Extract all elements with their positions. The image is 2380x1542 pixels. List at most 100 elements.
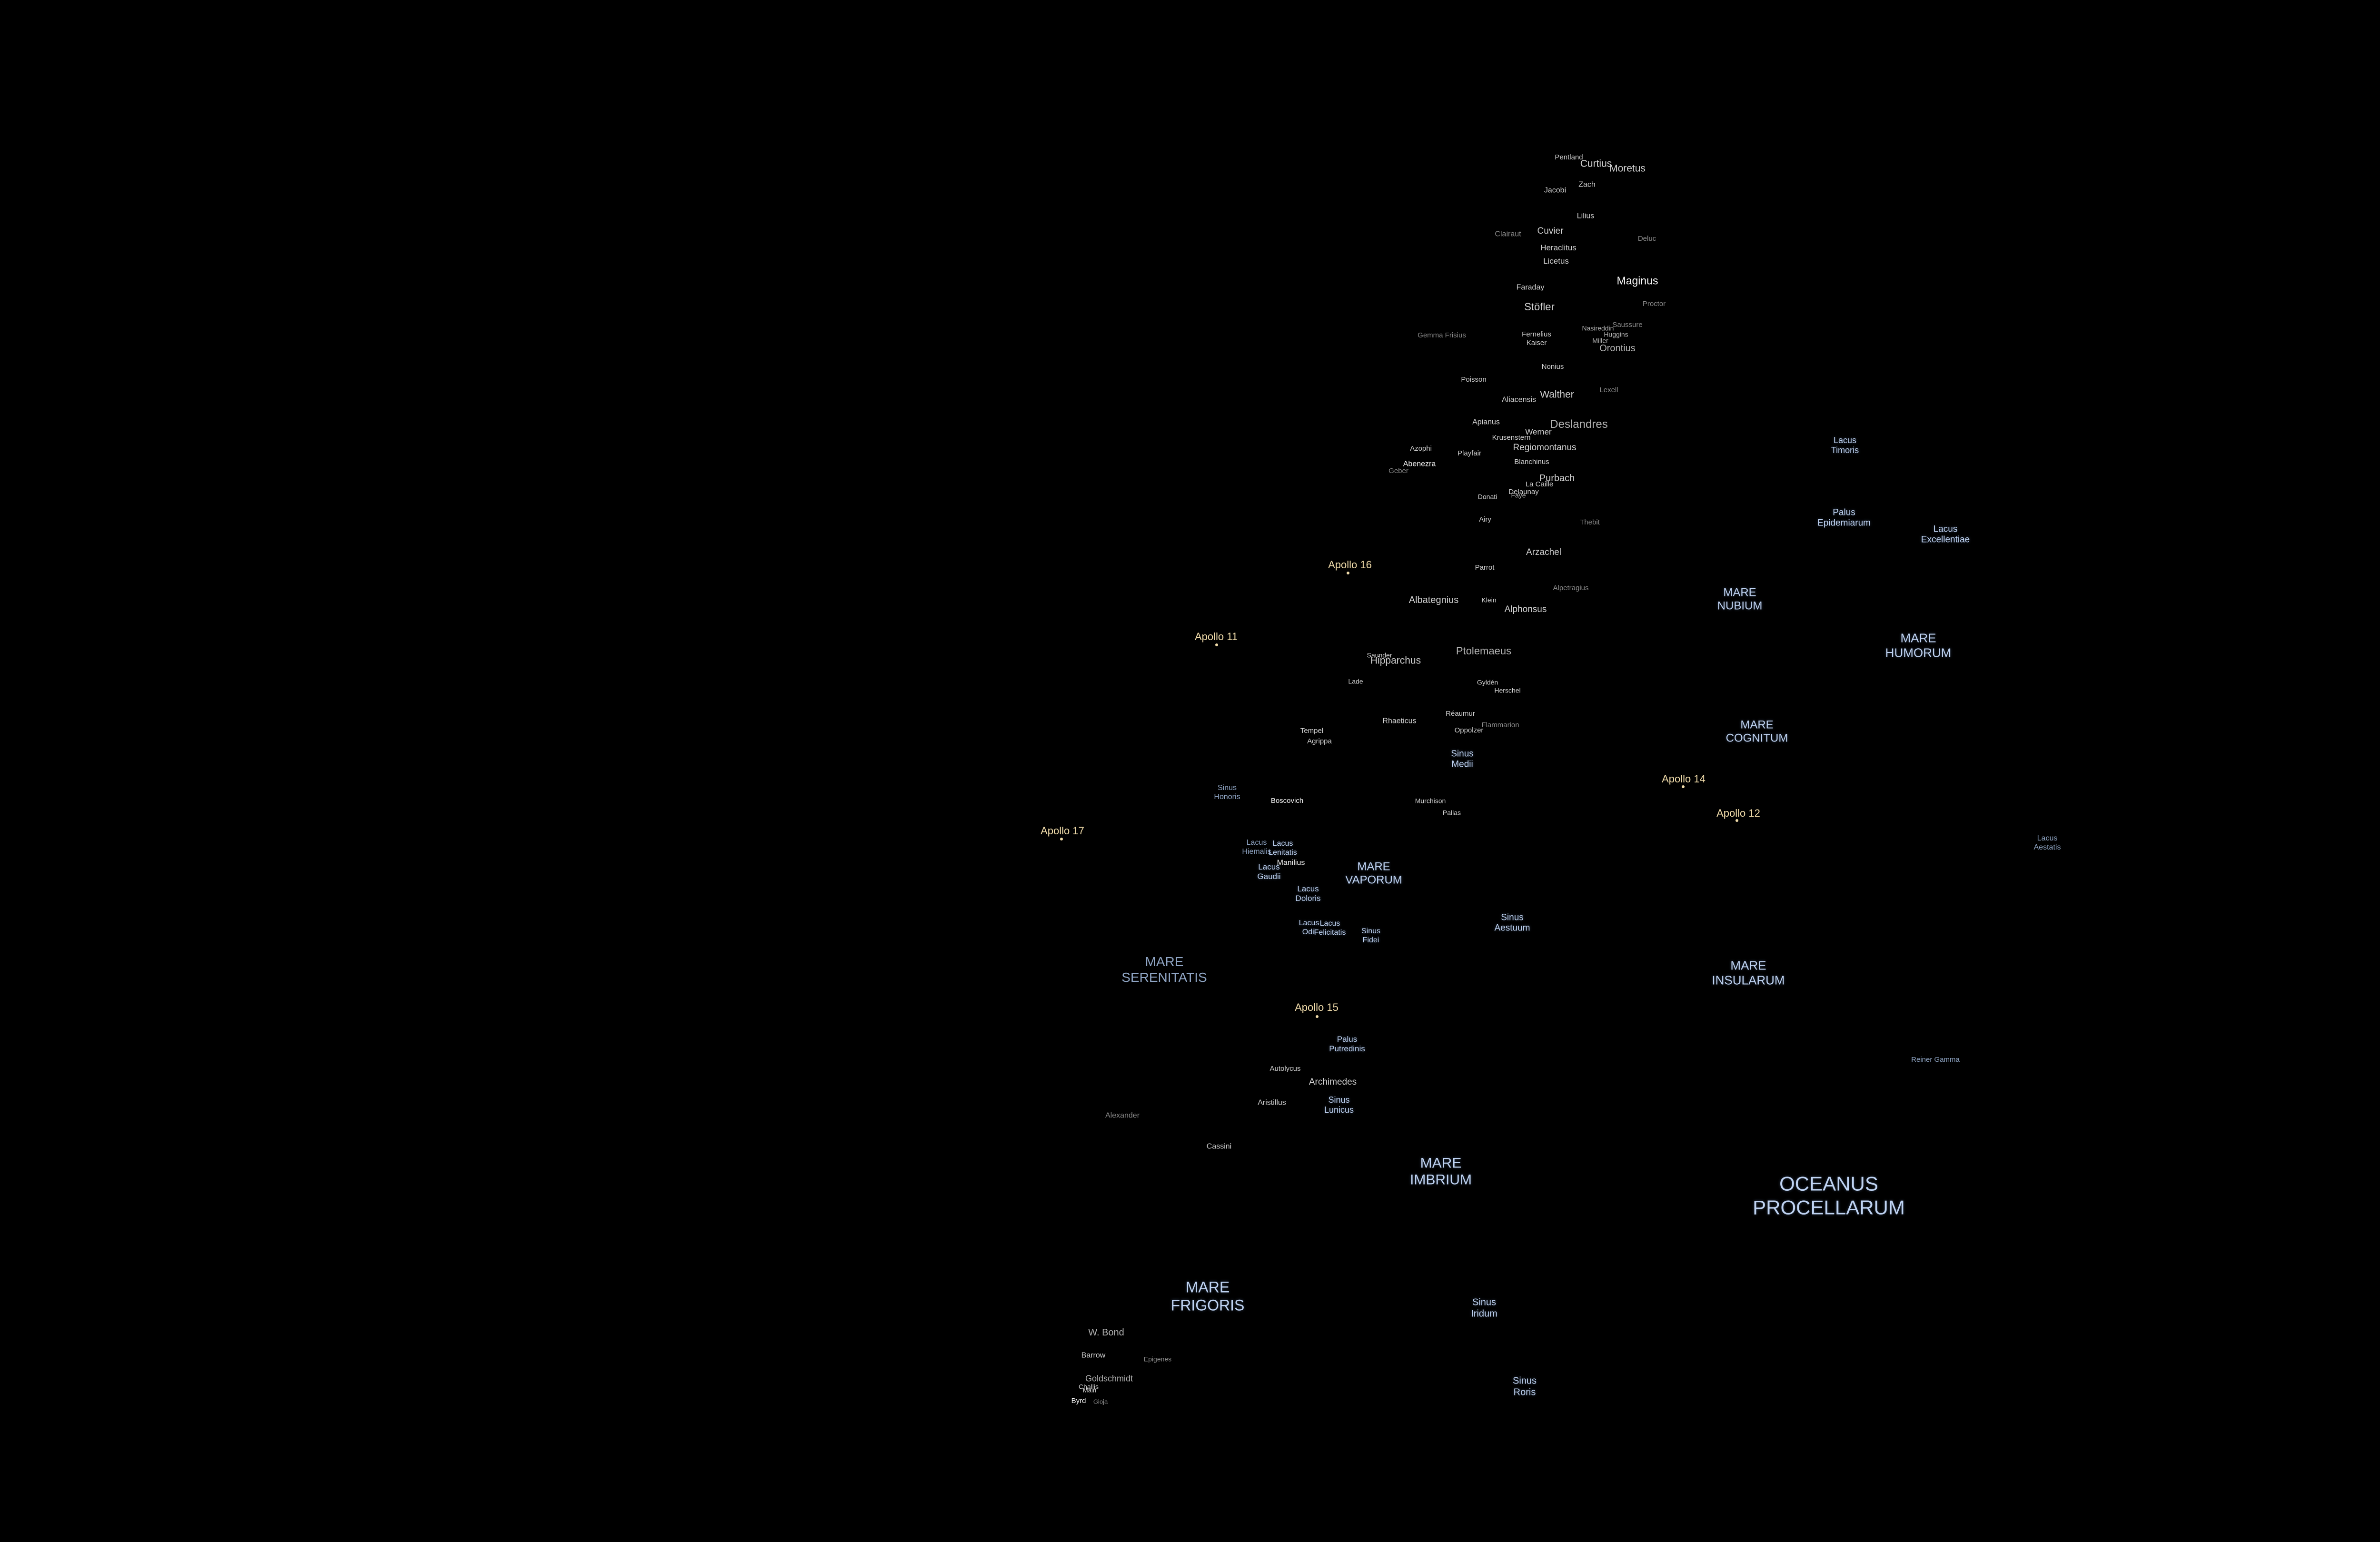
label-gemma-frisius: Gemma Frisius (1418, 331, 1466, 340)
label-mare-cognitum: MARE COGNITUM (1726, 718, 1788, 745)
label-main: Main (1082, 1386, 1097, 1394)
label-saunder: Saunder (1367, 651, 1392, 659)
label-klein: Klein (1481, 596, 1497, 604)
label-sinus-roris: Sinus Roris (1512, 1375, 1537, 1397)
label-azophi: Azophi (1410, 445, 1432, 453)
label-gioja: Gioja (1093, 1398, 1108, 1405)
label-oppolzer: Oppolzer (1454, 726, 1484, 735)
label-byrd: Byrd (1071, 1397, 1086, 1405)
label-archimedes: Archimedes (1309, 1077, 1357, 1087)
label-blanchinus: Blanchinus (1514, 458, 1549, 466)
label-parrot: Parrot (1475, 563, 1495, 572)
label-oceanus-procellarum: OCEANUS PROCELLARUM (1753, 1172, 1905, 1218)
apollo-14-marker (1682, 785, 1685, 788)
label-deslandres: Deslandres (1550, 417, 1608, 431)
label-delaunay: Delaunay (1508, 488, 1539, 496)
label-abenezra: Abenezra (1403, 460, 1436, 468)
label-lacus-odii: Lacus Odii (1299, 919, 1319, 936)
label-sinus-honoris: Sinus Honoris (1214, 784, 1240, 801)
label-manilius: Manilius (1277, 859, 1305, 867)
label-reiner-gamma: Reiner Gamma (1911, 1056, 1960, 1064)
label-mare-nubium: MARE NUBIUM (1717, 586, 1763, 613)
label-palus-putredinis: Palus Putredinis (1329, 1034, 1365, 1053)
label-palus-epidemiarum: Palus Epidemiarum (1817, 507, 1871, 528)
label-pallas: Pallas (1442, 809, 1461, 817)
label-boscovich: Boscovich (1270, 797, 1304, 805)
label-heraclitus: Heraclitus (1540, 243, 1577, 252)
label-agrippa: Agrippa (1307, 737, 1332, 746)
label-mare-imbrium: MARE IMBRIUM (1410, 1155, 1472, 1188)
label-werner: Werner (1525, 427, 1552, 436)
label-deluc: Deluc (1637, 235, 1656, 243)
label-lacus-felicitatis: Lacus Felicitatis (1314, 919, 1346, 937)
label-lacus-lenitatis: Lacus Lenitatis (1269, 840, 1297, 857)
label-curtius: Curtius (1580, 158, 1612, 169)
label-apollo-14: Apollo 14 (1662, 773, 1706, 785)
label-reaumur: Réaumur (1446, 710, 1475, 718)
label-purbach: Purbach (1539, 473, 1575, 484)
label-alphonsus: Alphonsus (1504, 604, 1547, 614)
label-murchison: Murchison (1415, 797, 1446, 805)
label-maginus: Maginus (1616, 274, 1658, 287)
label-sinus-medii: Sinus Medii (1451, 749, 1474, 770)
label-mare-insularum: MARE INSULARUM (1712, 958, 1785, 987)
label-nonius: Nonius (1541, 363, 1564, 371)
label-lacus-hiemalis: Lacus Hiemalis (1242, 839, 1271, 856)
apollo-16-marker (1347, 572, 1349, 574)
label-apollo-12: Apollo 12 (1716, 807, 1760, 820)
label-rhaeticus: Rhaeticus (1382, 717, 1417, 725)
label-licetus: Licetus (1543, 256, 1569, 266)
label-stofler: Stöfler (1524, 301, 1555, 313)
label-proctor: Proctor (1642, 300, 1666, 308)
apollo-12-marker (1735, 819, 1738, 822)
label-walther: Walther (1540, 389, 1574, 400)
label-cuvier: Cuvier (1537, 226, 1564, 236)
label-lilius: Lilius (1577, 212, 1595, 220)
apollo-15-marker (1316, 1015, 1319, 1018)
label-orontius: Orontius (1599, 343, 1636, 354)
label-mare-humorum: MARE HUMORUM (1885, 631, 1952, 660)
label-aristillus: Aristillus (1258, 1098, 1286, 1107)
label-epigenes: Epigenes (1143, 1355, 1172, 1363)
label-playfair: Playfair (1457, 449, 1482, 458)
label-fernelius: Fernelius (1522, 330, 1551, 339)
label-moretus: Moretus (1609, 163, 1646, 174)
label-pentland: Pentland (1555, 153, 1583, 162)
label-poisson: Poisson (1461, 376, 1487, 384)
label-saussure: Saussure (1612, 321, 1643, 329)
label-gylden: Gyldén (1477, 678, 1498, 686)
label-lacus-gaudii: Lacus Gaudii (1257, 862, 1281, 881)
label-lexell: Lexell (1599, 386, 1618, 395)
label-donati: Donati (1478, 493, 1497, 501)
label-lacus-doloris: Lacus Doloris (1295, 884, 1321, 903)
label-miller: Miller (1592, 336, 1608, 345)
label-geber: Geber (1388, 467, 1408, 475)
label-apianus: Apianus (1472, 418, 1500, 426)
label-autolycus: Autolycus (1269, 1065, 1301, 1073)
label-herschel: Herschel (1494, 686, 1521, 694)
label-sinus-lunicus: Sinus Lunicus (1324, 1095, 1354, 1115)
label-zach: Zach (1578, 180, 1596, 189)
apollo-17-marker (1060, 838, 1063, 840)
label-lacus-timoris: Lacus Timoris (1831, 435, 1859, 455)
label-lacus-aestatis: Lacus Aestatis (2033, 834, 2061, 851)
label-mare-serenitatis: MARE SERENITATIS (1121, 954, 1207, 985)
label-alexander: Alexander (1105, 1111, 1140, 1120)
label-apollo-11: Apollo 11 (1194, 631, 1238, 643)
label-sinus-aestuum: Sinus Aestuum (1494, 912, 1530, 933)
label-thebit: Thebit (1580, 518, 1600, 527)
label-arzachel: Arzachel (1526, 547, 1561, 557)
label-aliacensis: Aliacensis (1501, 395, 1537, 404)
label-lacus-excellentiae: Lacus Excellentiae (1921, 524, 1970, 545)
label-challis: Challis (1078, 1383, 1099, 1391)
label-clairaut: Clairaut (1495, 230, 1521, 238)
label-cassini: Cassini (1206, 1142, 1232, 1151)
label-kaiser: Kaiser (1526, 339, 1547, 347)
label-sinus-fidei: Sinus Fidei (1361, 927, 1381, 944)
label-albategnius: Albategnius (1408, 595, 1459, 606)
label-nasireddin: Nasireddin (1582, 324, 1614, 332)
label-flammarion: Flammarion (1481, 721, 1519, 730)
label-la-caille: La Caille (1525, 480, 1554, 489)
label-apollo-15: Apollo 15 (1295, 1001, 1339, 1014)
